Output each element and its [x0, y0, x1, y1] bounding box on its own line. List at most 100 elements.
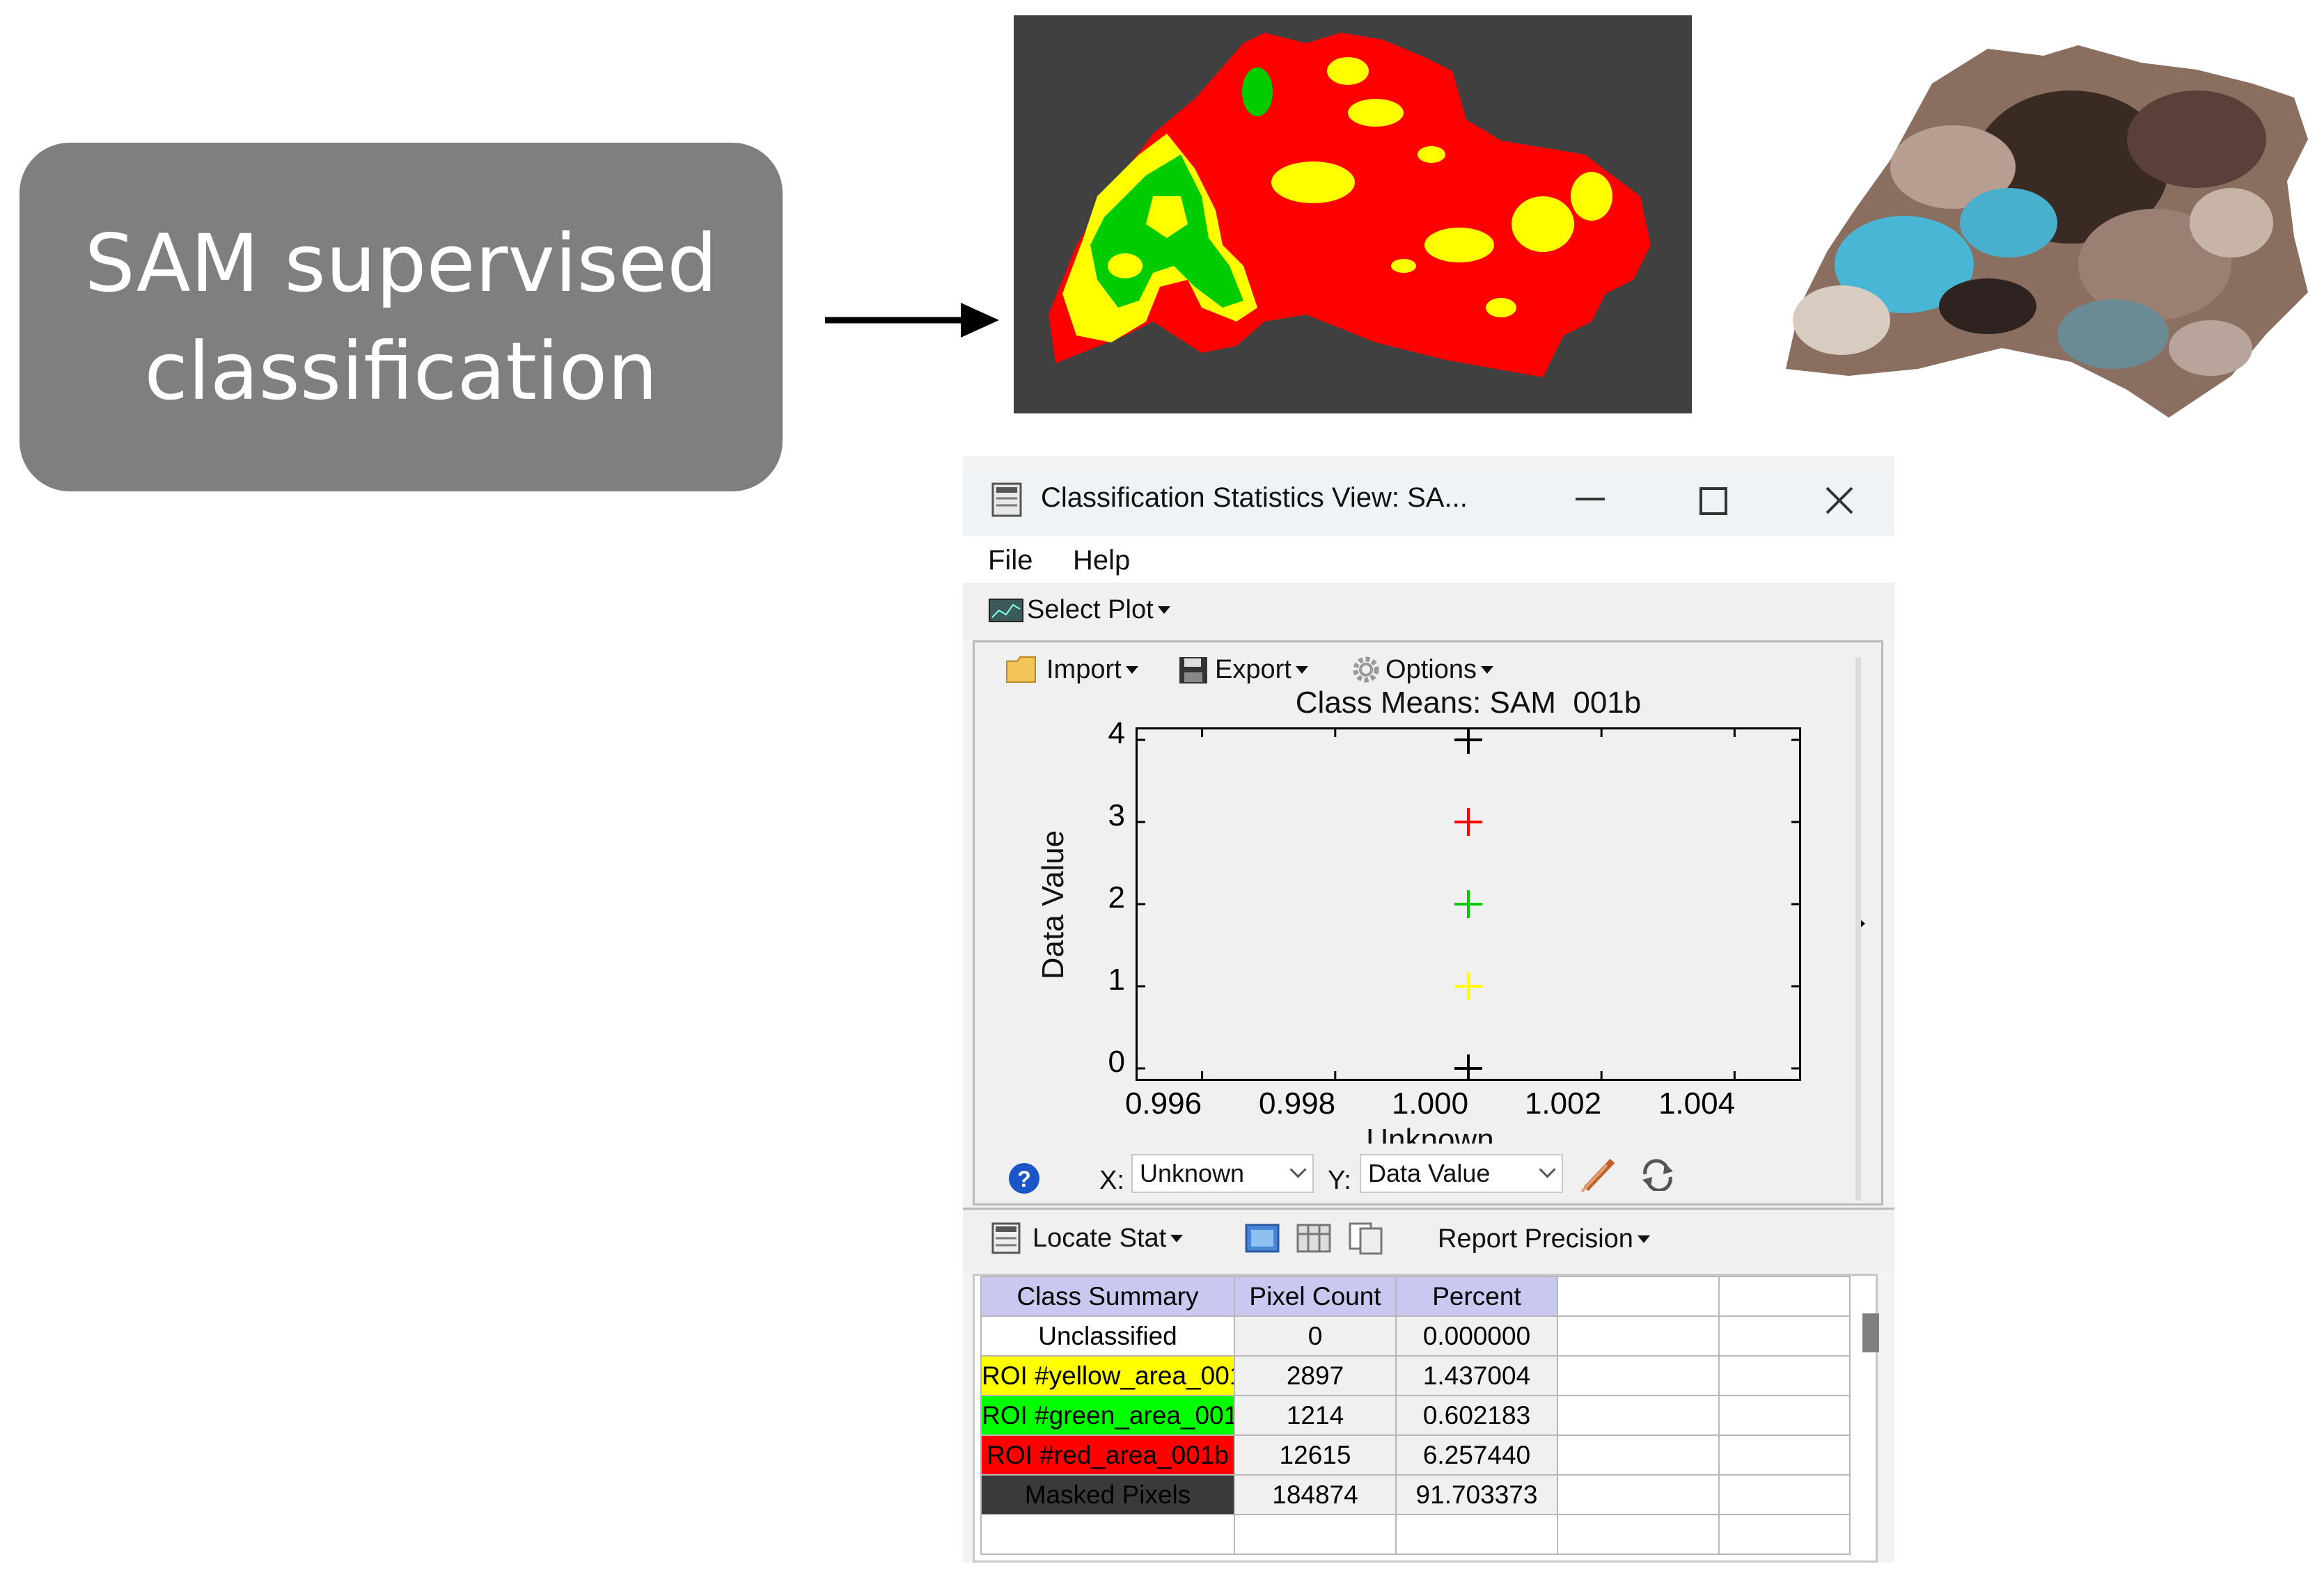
folder-icon [1006, 656, 1036, 683]
empty-cell [1557, 1474, 1720, 1515]
save-disk-icon [1179, 657, 1207, 683]
pixel-count-cell: 2897 [1234, 1355, 1397, 1396]
y-axis-label: Data Value [1036, 830, 1070, 980]
empty-cell [1718, 1474, 1851, 1515]
data-point [1454, 808, 1482, 836]
header-pixel-count[interactable]: Pixel Count [1234, 1276, 1397, 1317]
table-header-row: Class Summary Pixel Count Percent [980, 1276, 1851, 1317]
close-icon[interactable] [1825, 486, 1854, 515]
refresh-icon[interactable] [1638, 1159, 1677, 1191]
chart-title: Class Means: SAM_001b [1295, 686, 1642, 715]
data-point [1454, 890, 1482, 918]
view-single-icon[interactable] [1244, 1223, 1280, 1254]
minimize-icon[interactable] [1576, 498, 1605, 502]
select-plot-label: Select Plot [1027, 595, 1154, 624]
pixel-count-cell: 184874 [1234, 1474, 1397, 1515]
empty-cell [1718, 1395, 1851, 1436]
percent-cell: 91.703373 [1395, 1474, 1558, 1515]
empty-cell [1718, 1355, 1851, 1396]
window-app-icon [991, 482, 1022, 517]
statistics-table: Class Summary Pixel Count Percent Unclas… [980, 1276, 1851, 1555]
y-axis-select[interactable]: Data Value [1360, 1154, 1563, 1193]
top-toolbar [963, 583, 1894, 638]
table-row[interactable]: ROI #red_area_001b 12615 6.257440 [980, 1434, 1851, 1476]
chevron-down-icon [1170, 1234, 1184, 1242]
help-icon[interactable]: ? [1006, 1160, 1042, 1196]
x-tick-label: 1.002 [1524, 1086, 1602, 1121]
table-row[interactable]: Masked Pixels 184874 91.703373 [980, 1474, 1851, 1515]
x-axis-select-value: Unknown [1140, 1159, 1245, 1187]
table-scrollbar-thumb[interactable] [1862, 1313, 1879, 1352]
empty-cell [1557, 1514, 1720, 1555]
menu-help[interactable]: Help [1073, 545, 1131, 576]
options-label: Options [1385, 654, 1477, 684]
sam-label-box: SAM supervised classification [19, 143, 783, 491]
import-label: Import [1046, 654, 1122, 684]
menu-file[interactable]: File [988, 545, 1033, 576]
title-bar [963, 470, 1894, 536]
menu-bar [963, 536, 1894, 583]
y-axis-select-value: Data Value [1368, 1159, 1491, 1187]
chevron-down-icon [1637, 1235, 1650, 1243]
y-tick-label: 0 [1108, 1045, 1125, 1079]
sam-label-line2: classification [144, 324, 658, 418]
report-precision-button[interactable]: Report Precision [1438, 1224, 1650, 1254]
locate-stat-button[interactable]: Locate Stat [991, 1222, 1184, 1255]
empty-cell [1557, 1276, 1720, 1317]
table-row[interactable]: ROI #green_area_001b 1214 0.602183 [980, 1395, 1851, 1436]
class-name-cell: ROI #yellow_area_001b [980, 1355, 1235, 1396]
plot-window-icon [989, 598, 1023, 622]
satellite-image [1786, 45, 2308, 418]
export-label: Export [1215, 654, 1291, 684]
stat-table-icon [991, 1222, 1021, 1254]
empty-cell [1557, 1395, 1720, 1436]
empty-cell [1718, 1514, 1851, 1555]
empty-cell [1718, 1276, 1851, 1317]
empty-cell [1557, 1355, 1720, 1396]
report-precision-label: Report Precision [1438, 1224, 1633, 1254]
gear-icon [1353, 656, 1379, 683]
y-tick-label: 4 [1108, 716, 1125, 750]
panel-splitter[interactable] [1855, 658, 1861, 1201]
data-point [1454, 727, 1482, 754]
chevron-down-icon [1157, 606, 1170, 614]
empty-cell [1718, 1434, 1851, 1476]
class-name-cell: ROI #red_area_001b [980, 1434, 1235, 1476]
header-class-summary[interactable]: Class Summary [980, 1276, 1235, 1317]
y-tick-label: 2 [1108, 880, 1125, 915]
chevron-down-icon [1539, 1161, 1556, 1178]
pixel-count-cell: 1214 [1234, 1395, 1397, 1436]
maximize-icon[interactable] [1699, 487, 1727, 515]
percent-cell: 0.602183 [1395, 1395, 1558, 1436]
x-axis-select[interactable]: Unknown [1131, 1154, 1314, 1193]
x-axis-label: Unknown [1366, 1123, 1494, 1144]
chevron-down-icon [1289, 1161, 1307, 1178]
locate-stat-label: Locate Stat [1033, 1223, 1167, 1253]
x-selector-label: X: [1099, 1166, 1124, 1195]
view-grid-icon[interactable] [1296, 1223, 1332, 1254]
percent-cell: 0.000000 [1395, 1315, 1558, 1357]
brush-icon[interactable] [1579, 1155, 1618, 1193]
classification-map-image [1014, 15, 1692, 413]
import-button[interactable]: Import [1005, 654, 1138, 685]
svg-text:?: ? [1017, 1167, 1031, 1192]
y-selector-label: Y: [1328, 1166, 1351, 1195]
copy-icon[interactable] [1348, 1222, 1384, 1255]
header-percent[interactable]: Percent [1395, 1276, 1558, 1317]
options-button[interactable]: Options [1349, 654, 1493, 685]
empty-cell [1395, 1514, 1558, 1555]
table-row[interactable]: Unclassified 0 0.000000 [980, 1315, 1851, 1357]
chevron-down-icon [1480, 665, 1493, 674]
percent-cell: 6.257440 [1395, 1434, 1558, 1476]
chart-svg [1136, 727, 1801, 1081]
sam-label-line1: SAM supervised [84, 216, 718, 310]
statistics-toolbar [963, 1208, 1894, 1272]
select-plot-button[interactable]: Select Plot [988, 595, 1170, 625]
export-button[interactable]: Export [1177, 654, 1308, 685]
empty-cell [1557, 1315, 1720, 1357]
empty-cell [980, 1514, 1235, 1555]
percent-cell: 1.437004 [1395, 1355, 1558, 1396]
table-row [980, 1514, 1851, 1555]
table-row[interactable]: ROI #yellow_area_001b 2897 1.437004 [980, 1355, 1851, 1396]
x-tick-label: 1.000 [1391, 1086, 1469, 1121]
